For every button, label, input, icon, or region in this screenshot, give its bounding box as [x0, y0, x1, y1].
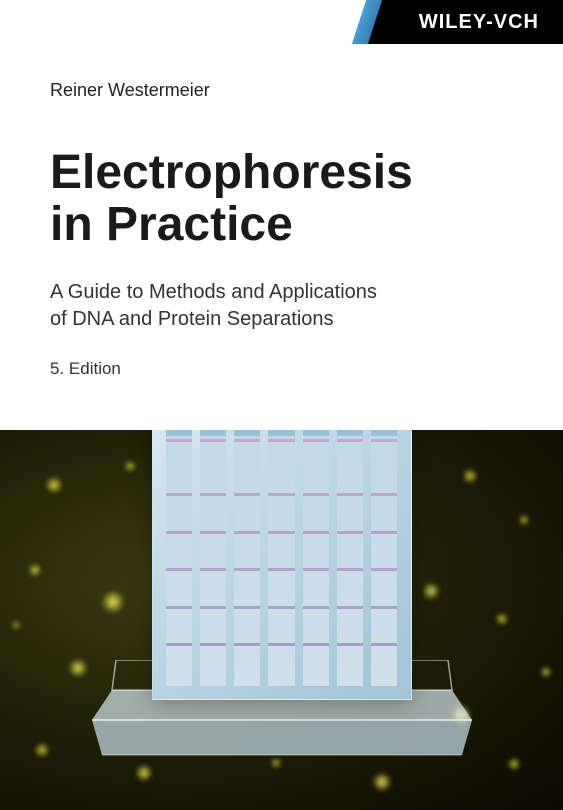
- gel-band: [166, 439, 192, 442]
- gel-band: [234, 493, 260, 496]
- gel-band: [303, 439, 329, 442]
- gel-band: [371, 493, 397, 496]
- gel-band: [166, 643, 192, 646]
- gel-well: [371, 430, 397, 436]
- gel-lane: [337, 430, 363, 686]
- gel-band: [337, 643, 363, 646]
- gel-well: [200, 430, 226, 436]
- gel-band: [268, 568, 294, 571]
- gel-band: [371, 606, 397, 609]
- gel-band: [268, 531, 294, 534]
- gel-well: [166, 430, 192, 436]
- gel-well: [337, 430, 363, 436]
- author-name: Reiner Westermeier: [50, 80, 513, 101]
- gel-band: [337, 439, 363, 442]
- gel-band: [268, 606, 294, 609]
- gel-plate: [152, 430, 412, 700]
- gel-band: [166, 493, 192, 496]
- gel-band: [268, 439, 294, 442]
- edition-label: 5. Edition: [50, 359, 513, 379]
- gel-band: [303, 568, 329, 571]
- gel-band: [200, 606, 226, 609]
- gel-band: [268, 493, 294, 496]
- gel-apparatus: [92, 430, 472, 760]
- publisher-block: WILEY-VCH: [389, 0, 563, 44]
- fluorescent-spot: [507, 757, 521, 771]
- publisher-name: WILEY-VCH: [419, 11, 539, 34]
- top-bar: WILEY-VCH: [0, 0, 563, 44]
- header-content: Reiner Westermeier Electrophoresis in Pr…: [0, 44, 563, 379]
- gel-well: [268, 430, 294, 436]
- fluorescent-spot: [540, 666, 552, 678]
- gel-lane: [234, 430, 260, 686]
- gel-band: [337, 531, 363, 534]
- gel-band: [166, 568, 192, 571]
- gel-band: [371, 568, 397, 571]
- gel-well: [303, 430, 329, 436]
- title-line-2: in Practice: [50, 199, 513, 251]
- gel-band: [268, 643, 294, 646]
- fluorescent-spot: [518, 514, 530, 526]
- gel-band: [234, 643, 260, 646]
- gel-lane: [371, 430, 397, 686]
- gel-lanes: [166, 430, 398, 686]
- gel-band: [200, 643, 226, 646]
- gel-lane: [166, 430, 192, 686]
- gel-band: [371, 643, 397, 646]
- gel-band: [303, 531, 329, 534]
- gel-band: [234, 531, 260, 534]
- gel-band: [200, 531, 226, 534]
- book-subtitle: A Guide to Methods and Applications of D…: [50, 279, 513, 333]
- gel-band: [337, 606, 363, 609]
- subtitle-line-2: of DNA and Protein Separations: [50, 306, 513, 333]
- gel-band: [200, 439, 226, 442]
- gel-band: [303, 493, 329, 496]
- gel-band: [166, 606, 192, 609]
- fluorescent-spot: [372, 772, 392, 792]
- gel-band: [234, 606, 260, 609]
- gel-lane: [200, 430, 226, 686]
- fluorescent-spot: [45, 476, 63, 494]
- gel-band: [200, 568, 226, 571]
- gel-band: [371, 439, 397, 442]
- fluorescent-spot: [68, 658, 88, 678]
- fluorescent-spot: [34, 742, 50, 758]
- gel-band: [371, 531, 397, 534]
- gel-band: [200, 493, 226, 496]
- gel-band: [303, 606, 329, 609]
- gel-band: [166, 531, 192, 534]
- title-line-1: Electrophoresis: [50, 147, 513, 199]
- gel-lane: [303, 430, 329, 686]
- gel-lane: [268, 430, 294, 686]
- gel-band: [337, 493, 363, 496]
- gel-band: [234, 568, 260, 571]
- subtitle-line-1: A Guide to Methods and Applications: [50, 279, 513, 306]
- gel-well: [234, 430, 260, 436]
- gel-band: [303, 643, 329, 646]
- gel-band: [337, 568, 363, 571]
- gel-band: [234, 439, 260, 442]
- cover-illustration: [0, 430, 563, 810]
- book-title: Electrophoresis in Practice: [50, 147, 513, 251]
